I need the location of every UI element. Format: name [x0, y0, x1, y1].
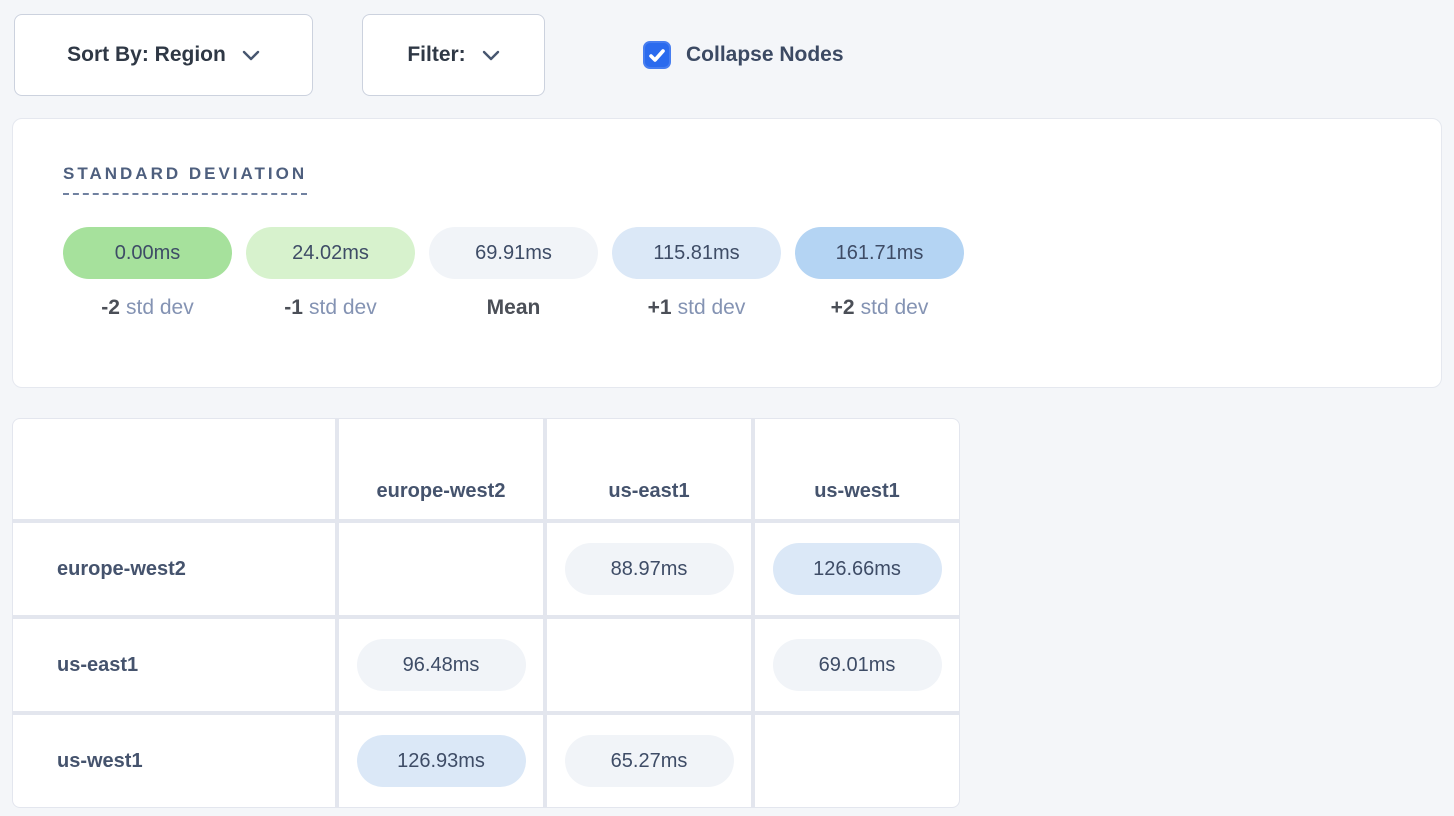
legend-label: +1 std dev — [647, 296, 746, 319]
checkmark-icon — [649, 48, 665, 62]
standard-deviation-panel: STANDARD DEVIATION 0.00ms -2 std dev 24.0… — [12, 118, 1442, 388]
collapse-nodes-label[interactable]: Collapse Nodes — [686, 43, 844, 66]
legend-pill-plus1: 115.81ms — [612, 227, 781, 279]
matrix-column-header: us-west1 — [755, 419, 959, 519]
matrix-column-header: us-east1 — [547, 419, 751, 519]
collapse-nodes-toggle: Collapse Nodes — [643, 14, 844, 96]
legend-item: 161.71ms +2 std dev — [795, 227, 964, 320]
chevron-down-icon — [242, 50, 260, 60]
matrix-cell: 126.93ms — [339, 715, 543, 807]
chevron-down-icon — [482, 50, 499, 60]
matrix-cell: 88.97ms — [547, 523, 751, 615]
matrix-row-header: europe-west2 — [13, 523, 335, 615]
legend-pill-plus2: 161.71ms — [795, 227, 964, 279]
filter-dropdown[interactable]: Filter: — [362, 14, 545, 96]
collapse-nodes-checkbox[interactable] — [643, 41, 671, 69]
legend-row: 0.00ms -2 std dev 24.02ms -1 std dev 69.91… — [63, 227, 1441, 320]
panel-title: STANDARD DEVIATION — [63, 164, 308, 195]
latency-pill: 126.93ms — [356, 735, 526, 787]
sort-by-dropdown[interactable]: Sort By: Region — [14, 14, 313, 96]
legend-label: -1 std dev — [284, 296, 377, 319]
legend-pill-mean: 69.91ms — [429, 227, 598, 279]
latency-matrix: europe-west2 us-east1 us-west1 europe-we… — [12, 418, 960, 808]
matrix-cell: 65.27ms — [547, 715, 751, 807]
matrix-cell: 96.48ms — [339, 619, 543, 711]
matrix-corner-cell — [13, 419, 335, 519]
matrix-cell-diagonal — [339, 523, 543, 615]
latency-pill: 96.48ms — [356, 639, 526, 691]
legend-label: +2 std dev — [830, 296, 929, 319]
filter-label: Filter: — [407, 43, 466, 66]
matrix-row-header: us-west1 — [13, 715, 335, 807]
matrix-cell-diagonal — [547, 619, 751, 711]
legend-item: 24.02ms -1 std dev — [246, 227, 415, 320]
legend-pill-minus2: 0.00ms — [63, 227, 232, 279]
top-controls: Sort By: Region Filter: Collapse Nodes — [0, 0, 1454, 96]
latency-pill: 88.97ms — [564, 543, 734, 595]
latency-pill: 126.66ms — [772, 543, 942, 595]
legend-label: -2 std dev — [101, 296, 194, 319]
matrix-cell: 126.66ms — [755, 523, 959, 615]
legend-item: 115.81ms +1 std dev — [612, 227, 781, 320]
legend-item: 0.00ms -2 std dev — [63, 227, 232, 320]
latency-pill: 69.01ms — [772, 639, 942, 691]
matrix-cell-diagonal — [755, 715, 959, 807]
matrix-row-header: us-east1 — [13, 619, 335, 711]
matrix-cell: 69.01ms — [755, 619, 959, 711]
sort-by-label: Sort By: Region — [67, 43, 226, 66]
legend-label: Mean — [486, 296, 541, 319]
matrix-column-header: europe-west2 — [339, 419, 543, 519]
legend-pill-minus1: 24.02ms — [246, 227, 415, 279]
latency-pill: 65.27ms — [564, 735, 734, 787]
legend-item: 69.91ms Mean — [429, 227, 598, 320]
